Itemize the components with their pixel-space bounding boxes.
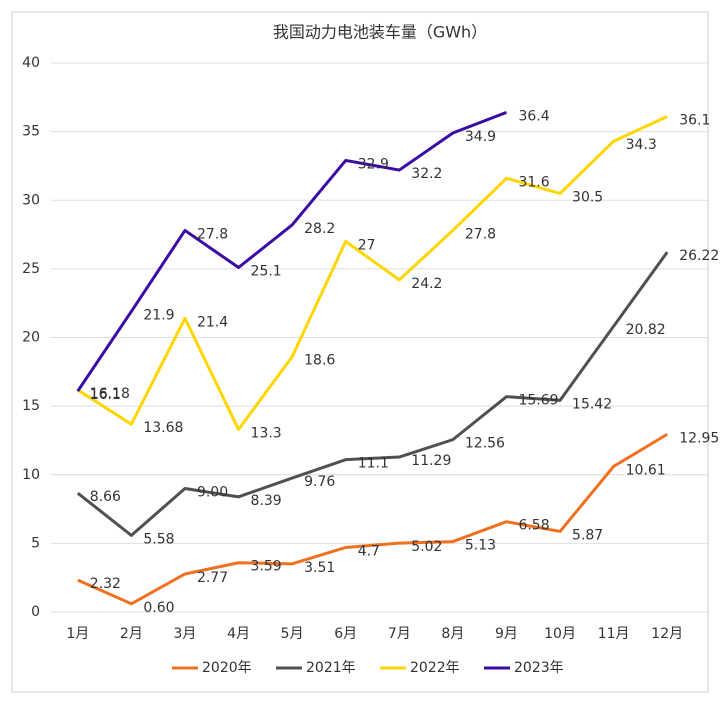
x-tick-label: 12月 [651, 626, 683, 642]
data-label: 11.1 [358, 456, 389, 472]
x-tick-label: 7月 [388, 626, 411, 642]
data-label: 0.60 [143, 600, 174, 616]
data-label: 30.5 [572, 189, 603, 205]
data-label: 9.00 [197, 484, 228, 500]
data-label: 27 [358, 237, 376, 253]
series-line [76, 111, 507, 392]
data-label: 6.58 [518, 518, 549, 534]
y-tick-label: 35 [22, 124, 40, 140]
x-tick-label: 3月 [173, 626, 196, 642]
data-label: 27.8 [197, 226, 228, 242]
data-label: 21.4 [197, 314, 228, 330]
x-tick-label: 11月 [598, 626, 630, 642]
y-tick-label: 15 [22, 398, 40, 414]
data-label: 16.1 [90, 387, 121, 403]
data-label: 34.3 [626, 137, 657, 153]
data-label: 18.6 [304, 353, 335, 369]
data-label: 24.2 [411, 276, 442, 292]
data-label: 32.2 [411, 166, 442, 182]
data-label: 28.2 [304, 221, 335, 237]
data-label: 2.77 [197, 570, 228, 586]
x-tick-label: 5月 [281, 626, 304, 642]
data-label: 31.6 [518, 174, 549, 190]
data-label: 13.3 [251, 425, 282, 441]
data-label: 15.69 [518, 393, 558, 409]
data-label: 16.18 [90, 386, 130, 402]
y-tick-label: 20 [22, 330, 40, 346]
y-tick-label: 5 [31, 535, 40, 551]
data-label: 5.02 [411, 539, 442, 555]
series-line [76, 115, 668, 431]
data-label: 9.76 [304, 474, 335, 490]
data-label: 27.8 [465, 226, 496, 242]
data-label: 25.1 [251, 264, 282, 280]
data-label: 36.4 [518, 108, 549, 124]
data-label: 10.61 [626, 462, 666, 478]
data-label: 2.32 [90, 576, 121, 592]
data-label: 32.9 [358, 156, 389, 172]
data-label: 36.1 [679, 113, 710, 129]
data-label: 20.82 [626, 322, 666, 338]
data-label: 13.68 [143, 420, 183, 436]
x-tick-label: 1月 [66, 626, 89, 642]
frame [11, 11, 709, 693]
data-label: 15.42 [572, 396, 612, 412]
y-tick-label: 30 [22, 192, 40, 208]
y-tick-label: 0 [31, 604, 40, 620]
data-label: 3.59 [251, 559, 282, 575]
data-label: 21.9 [143, 307, 174, 323]
y-tick-label: 40 [22, 55, 40, 71]
x-tick-label: 2月 [120, 626, 143, 642]
data-label: 5.87 [572, 527, 603, 543]
series-line [77, 432, 668, 606]
x-tick-label: 10月 [544, 626, 576, 642]
data-label: 11.29 [411, 453, 451, 469]
data-label: 5.58 [143, 531, 174, 547]
data-label: 12.56 [465, 436, 505, 452]
series-line [76, 251, 669, 537]
data-label: 8.66 [90, 489, 121, 505]
x-tick-label: 9月 [495, 626, 518, 642]
data-label: 4.7 [358, 543, 380, 559]
x-tick-label: 4月 [227, 626, 250, 642]
x-tick-label: 8月 [441, 626, 464, 642]
legend-label: 2020年 [202, 660, 252, 676]
y-tick-label: 10 [22, 467, 40, 483]
x-tick-label: 6月 [334, 626, 357, 642]
data-label: 5.13 [465, 538, 496, 554]
data-label: 3.51 [304, 560, 335, 576]
data-label: 12.95 [679, 430, 719, 446]
legend-label: 2022年 [410, 660, 460, 676]
legend-label: 2021年 [306, 660, 356, 676]
y-tick-label: 25 [22, 261, 40, 277]
data-label: 8.39 [251, 493, 282, 509]
chart-title: 我国动力电池装车量（GWh） [273, 23, 487, 42]
legend-label: 2023年 [514, 660, 564, 676]
data-label: 26.22 [679, 248, 719, 264]
data-label: 34.9 [465, 129, 496, 145]
